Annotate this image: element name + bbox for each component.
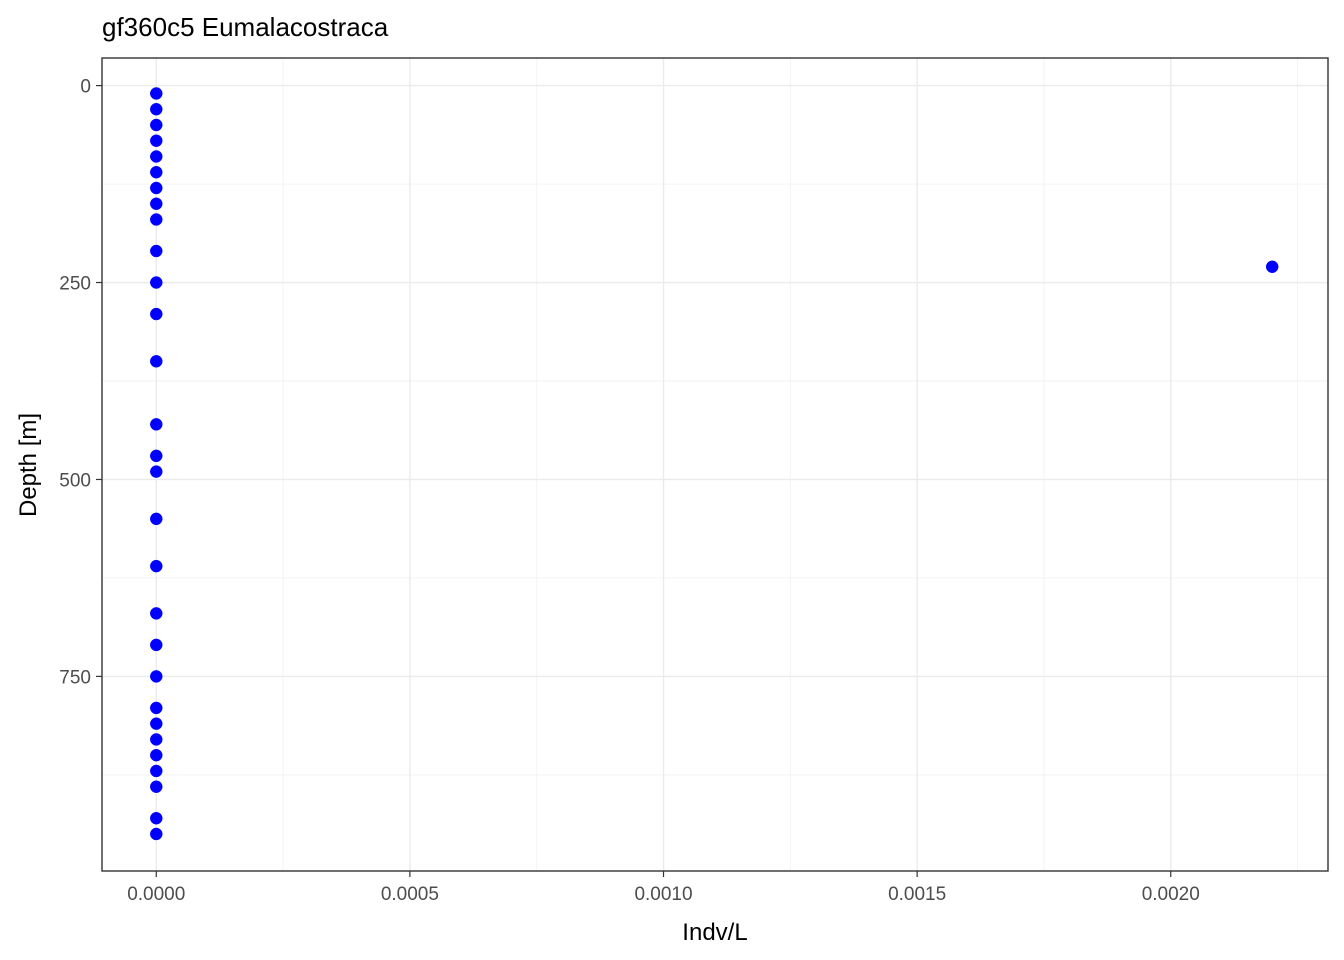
chart-title: gf360c5 Eumalacostraca xyxy=(102,12,389,42)
data-point xyxy=(150,449,163,463)
data-point xyxy=(150,87,163,100)
x-axis-title: Indv/L xyxy=(682,919,747,946)
x-tick-label: 0.0020 xyxy=(1142,884,1200,905)
data-point xyxy=(150,701,163,715)
y-tick-label: 500 xyxy=(59,470,91,491)
data-point xyxy=(150,780,163,793)
data-point xyxy=(150,465,163,478)
y-axis-title: Depth [m] xyxy=(15,413,42,517)
data-point xyxy=(150,134,163,147)
data-point xyxy=(150,811,163,825)
data-point xyxy=(150,717,163,730)
x-tick-label: 0.0000 xyxy=(127,884,185,905)
data-point xyxy=(150,748,163,762)
data-point xyxy=(150,150,163,163)
data-point xyxy=(150,638,163,652)
y-tick-label: 250 xyxy=(59,274,91,295)
x-tick-label: 0.0005 xyxy=(381,884,439,905)
data-point xyxy=(150,213,163,226)
x-axis: 0.0000 0.0005 0.0010 0.0015 0.0020 xyxy=(127,871,1200,905)
data-point xyxy=(150,559,163,573)
data-points xyxy=(150,87,1279,841)
plot-border xyxy=(101,57,1329,872)
y-tick-label: 0 xyxy=(80,77,91,98)
data-point xyxy=(150,512,163,526)
data-point xyxy=(150,307,163,321)
data-point xyxy=(150,197,163,210)
data-point xyxy=(150,165,163,179)
data-point xyxy=(150,102,163,116)
data-point xyxy=(150,244,163,258)
data-point xyxy=(150,733,163,746)
y-tick-label: 750 xyxy=(59,667,91,688)
data-point xyxy=(150,118,163,132)
data-point xyxy=(150,355,163,368)
minor-gridlines xyxy=(102,58,1328,871)
data-point xyxy=(150,670,163,683)
plot-panel xyxy=(102,58,1328,871)
data-point xyxy=(150,827,163,841)
x-tick-label: 0.0010 xyxy=(634,884,692,905)
data-point xyxy=(150,418,163,431)
major-gridlines xyxy=(102,58,1328,871)
data-point xyxy=(1265,260,1279,274)
data-point xyxy=(150,764,163,778)
y-axis: 0 250 500 750 xyxy=(59,77,102,688)
x-tick-label: 0.0015 xyxy=(888,884,946,905)
data-point xyxy=(150,181,163,195)
data-point xyxy=(150,276,163,289)
data-point xyxy=(150,607,163,620)
